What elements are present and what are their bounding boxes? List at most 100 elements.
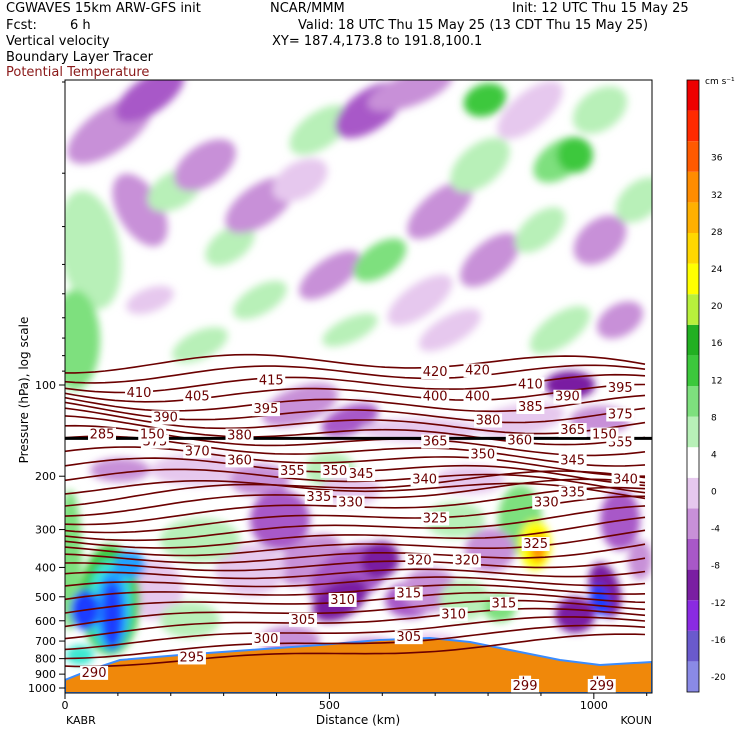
theta-label: 410 [127, 386, 152, 401]
right-station-label: KOUN [620, 714, 652, 727]
velocity-blob [353, 238, 407, 282]
label-backdrop [225, 453, 254, 468]
theta-label: 360 [227, 453, 252, 468]
y-tick-label: 500 [35, 591, 56, 604]
theta-contour [65, 543, 646, 564]
theta-contour [65, 446, 645, 477]
label-backdrop [421, 389, 450, 404]
theta-contour [65, 353, 646, 374]
velocity-blob [387, 274, 453, 326]
theta-contour [65, 616, 646, 651]
colorbar-level-label: 4 [711, 450, 717, 460]
label-backdrop [183, 444, 212, 459]
theta-label: 305 [291, 613, 316, 628]
theta-label: 350 [322, 464, 347, 479]
theta-label: 405 [185, 390, 210, 405]
colorbar-swatch [687, 355, 699, 386]
theta-contour [65, 599, 646, 628]
label-backdrop [328, 592, 357, 607]
label-backdrop [410, 472, 439, 487]
forecast-label: Fcst: [6, 18, 37, 33]
colorbar-swatch [687, 202, 699, 233]
y-tick-label: 800 [35, 653, 56, 666]
theta-label: 360 [507, 434, 532, 449]
velocity-blob [615, 177, 652, 223]
label-backdrop [183, 389, 212, 404]
theta-contour [65, 516, 646, 549]
colorbar-level-label: 0 [711, 488, 717, 498]
init-time: Init: 12 UTC Thu 15 May 25 [512, 1, 689, 16]
velocity-blob [299, 250, 361, 300]
label-backdrop [88, 427, 117, 442]
theta-contour [65, 633, 646, 668]
label-backdrop [521, 537, 550, 552]
theta-label: 380 [476, 414, 501, 429]
velocity-blob [418, 308, 482, 352]
field-potential-temperature: Potential Temperature [6, 65, 150, 80]
theta-contour [65, 576, 646, 588]
theta-label: 355 [280, 464, 305, 479]
velocity-blob [529, 306, 591, 354]
label-backdrop [468, 447, 497, 462]
theta-label: 305 [396, 630, 421, 645]
theta-contour [65, 607, 646, 640]
label-backdrop [511, 679, 540, 693]
y-tick-label: 200 [35, 470, 56, 483]
theta-label: 340 [412, 472, 437, 487]
label-backdrop [421, 365, 450, 380]
velocity-blob [172, 327, 228, 363]
potential-temperature-labels: 290 295 300 305 305 310 310 315 315 320 320 325 325 3… [80, 363, 640, 694]
label-backdrop [474, 413, 503, 428]
x-tick-label: 1000 [580, 699, 608, 712]
velocity-blob [160, 518, 240, 562]
velocity-blob [160, 602, 220, 638]
tracer-label: 285 [90, 428, 115, 443]
label-backdrop [553, 389, 582, 404]
theta-label: 390 [555, 390, 580, 405]
theta-label: 395 [254, 402, 279, 417]
velocity-blob [628, 540, 652, 580]
velocity-blob [289, 105, 351, 155]
label-backdrop [138, 427, 167, 442]
colorbar-unit: cm s⁻¹ [705, 77, 735, 87]
theta-label: 385 [518, 400, 543, 415]
theta-label: 310 [441, 607, 466, 622]
theta-contour [65, 468, 646, 494]
label-backdrop [347, 467, 376, 482]
colorbar-swatch [687, 477, 699, 509]
plot-area: 290 295 300 305 305 310 310 315 315 320 320 325 325 3… [65, 80, 652, 694]
label-backdrop [558, 453, 587, 468]
label-backdrop [516, 399, 545, 414]
label-backdrop [532, 495, 561, 510]
velocity-blob [425, 502, 485, 538]
theta-label: 370 [185, 444, 210, 459]
velocity-blob [66, 645, 94, 665]
y-axis-title: Pressure (hPa), log scale [17, 317, 31, 464]
org-label: NCAR/MMM [270, 1, 345, 16]
velocity-blob [360, 418, 480, 442]
label-backdrop [320, 463, 349, 478]
colorbar-level-label: 20 [711, 302, 723, 312]
label-backdrop [611, 472, 640, 487]
theta-contour [65, 480, 646, 500]
valid-time: Valid: 18 UTC Thu 15 May 25 (13 CDT Thu … [298, 18, 649, 33]
velocity-blob [174, 139, 236, 191]
velocity-blob [65, 190, 122, 310]
velocity-blob [233, 280, 287, 320]
label-backdrop [516, 377, 545, 392]
colorbar-swatch [687, 539, 699, 570]
label-backdrop [439, 607, 468, 622]
velocity-blob [205, 224, 255, 266]
surface-label: 299 [513, 679, 538, 694]
label-backdrop [405, 553, 434, 568]
theta-label: 390 [153, 411, 178, 426]
velocity-blob [272, 158, 328, 202]
label-backdrop [590, 427, 619, 442]
velocity-blob [572, 86, 628, 134]
label-backdrop [225, 428, 254, 443]
x-axis: 0 500 1000 [62, 693, 648, 712]
colorbar-swatch [687, 263, 699, 295]
theta-label: 295 [180, 650, 205, 665]
y-tick-label: 300 [35, 524, 56, 537]
label-backdrop [177, 650, 206, 665]
